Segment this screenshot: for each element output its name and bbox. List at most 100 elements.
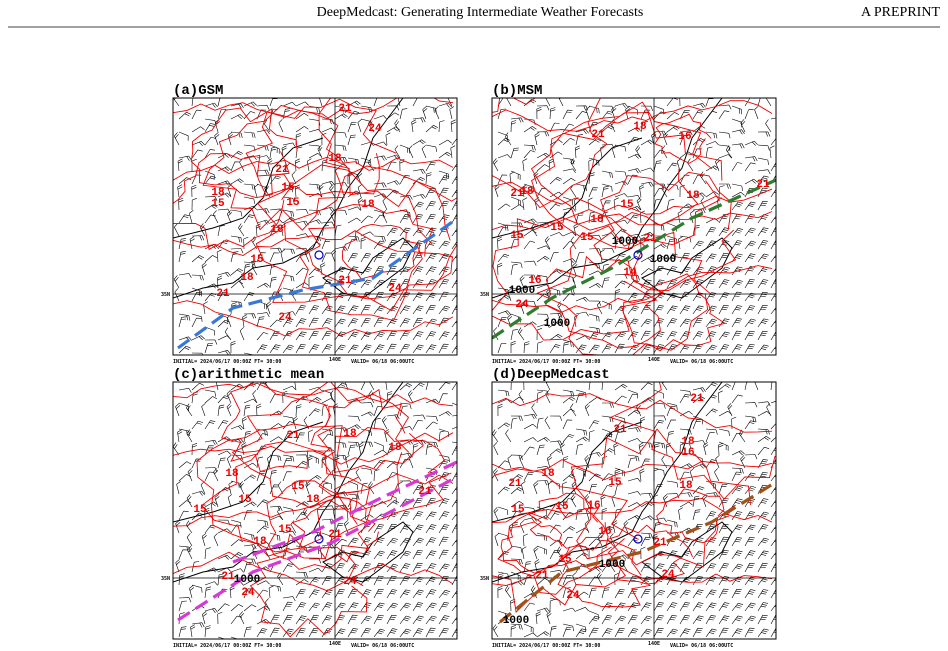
wind-barb [451,590,457,599]
wind-barb [412,279,424,289]
wind-barb [718,442,724,456]
wind-barb [562,274,574,283]
wind-barb [451,604,457,612]
wind-barb [666,199,675,211]
wind-barb [412,117,426,123]
wind-barb [627,214,639,224]
wind-barb [718,104,732,110]
wind-barb [256,589,268,599]
wind-barb [718,498,729,508]
wind-barb [241,442,247,456]
wind-barb [770,162,776,172]
panel-title: (b)MSM [492,83,542,99]
temperature-contour [492,459,773,481]
wind-barb [653,441,666,449]
wind-barb [425,292,437,302]
wind-barb [425,187,436,198]
wind-barb [386,343,397,354]
wind-barb [601,143,615,149]
wind-barb [347,576,359,586]
wind-barb [523,413,537,420]
wind-barb [588,158,594,172]
wind-barb [679,394,691,404]
wind-barb [523,341,530,354]
contour-label: 21 [535,570,549,582]
contour-label: 21 [508,478,522,490]
wind-barb [191,109,202,120]
wind-barb [705,253,717,263]
wind-barb [536,545,547,555]
wind-barb [256,628,268,638]
wind-barb [230,103,244,109]
wind-barb [373,550,385,560]
wind-barb [744,227,756,237]
wind-barb [666,402,678,411]
wind-barb [770,202,776,211]
wind-barb [321,206,335,212]
wind-barb [494,533,499,547]
contour-label: 18 [361,199,375,211]
wind-barb [744,330,755,341]
wind-barb [544,236,551,250]
wind-barb [497,585,503,599]
wind-barb [757,169,771,175]
wind-barb [217,192,231,198]
wind-barb [321,589,333,599]
wind-barb [434,106,440,120]
wind-barb [523,437,537,443]
wind-barb [321,344,333,354]
wind-barb [510,204,524,211]
wind-barb [269,146,277,159]
wind-barb [243,111,256,120]
wind-barb [510,487,524,495]
wind-barb [269,276,277,289]
contour-label: 15 [193,504,207,516]
contour-label: 21 [591,129,605,141]
wind-barb [614,421,627,430]
wind-barb [744,305,756,315]
contour-label: 24 [241,587,255,599]
wind-barb [731,240,743,250]
wind-barb [425,524,437,534]
wind-barb [744,589,756,599]
wind-barb [678,236,683,250]
wind-barb [549,344,561,354]
wind-barb [718,266,730,276]
wind-barb [536,256,550,263]
temperature-contour [492,560,773,586]
wind-barb [412,193,426,199]
temperature-contour [255,164,433,303]
contour-label: 15 [555,501,569,513]
wind-barb [187,468,193,482]
wind-barb [204,123,216,133]
wind-barb [740,119,746,133]
wind-barb [575,389,587,398]
wind-barb [347,305,359,315]
wind-barb [692,615,704,625]
wind-barb [308,291,319,302]
wind-barb [217,528,231,534]
wind-barb [493,442,499,456]
wind-barb [178,197,184,211]
wind-barb [214,494,220,508]
temperature-contour [492,265,773,313]
wind-barb [497,227,508,237]
wind-barb [614,572,620,586]
wind-barb [204,586,212,599]
wind-barb [570,494,577,508]
wind-barb [562,177,576,185]
wind-barb [295,101,309,107]
wind-barb [360,279,372,289]
wind-barb [731,266,743,276]
wind-barb [523,126,537,133]
wind-barb [757,318,769,328]
wind-barb [412,98,423,107]
wind-barb [204,389,217,397]
wind-barb [267,158,273,172]
wind-barb [714,468,720,482]
wind-barb [204,196,218,202]
wind-barb [744,602,756,612]
wind-barb [425,125,439,133]
wind-barb [399,498,411,508]
wind-barb [575,344,587,354]
